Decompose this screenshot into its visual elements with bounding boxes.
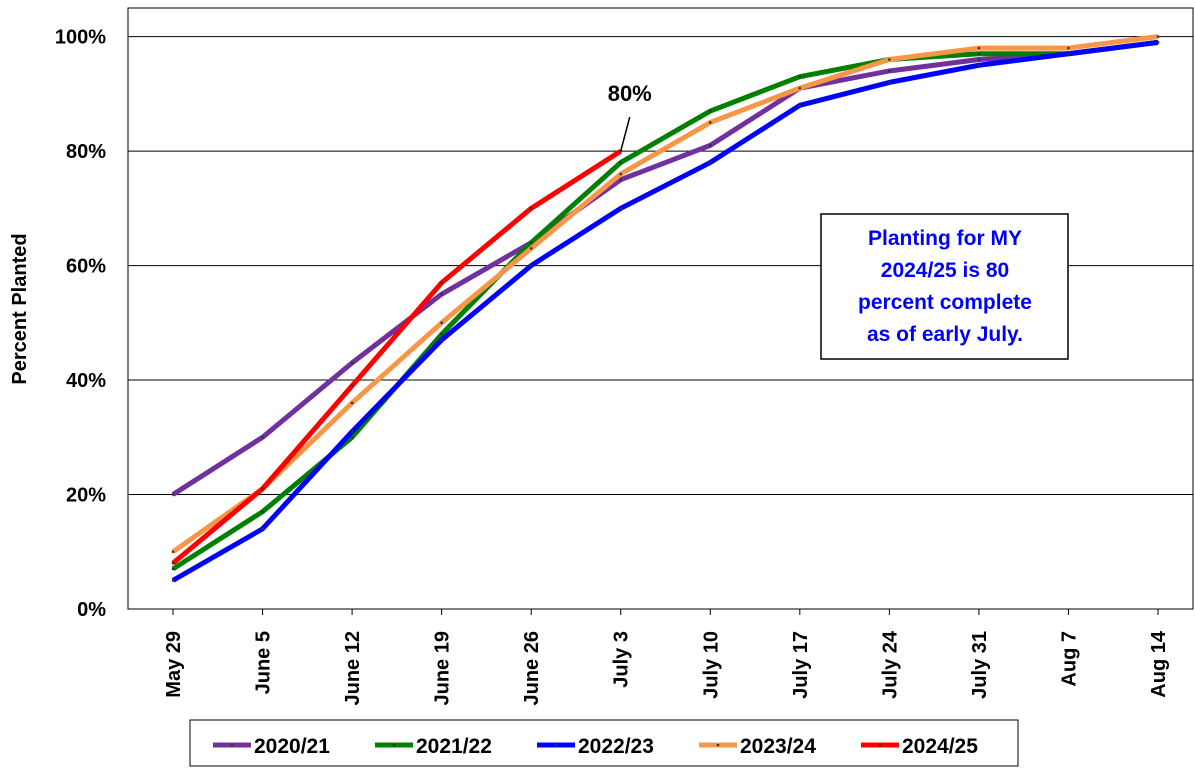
point	[261, 487, 264, 491]
x-tick-label: June 5	[253, 631, 275, 694]
legend-label: 2022/23	[578, 735, 654, 758]
series-line	[171, 39, 1159, 497]
note-box	[820, 213, 1069, 360]
legend-dot	[716, 743, 720, 747]
x-tick-label: July 24	[879, 630, 901, 699]
point	[619, 161, 623, 164]
x-tick-label: Aug 7	[1058, 631, 1080, 687]
point	[261, 435, 264, 439]
point	[440, 292, 443, 296]
point	[261, 527, 264, 531]
point	[798, 75, 802, 78]
point	[708, 144, 712, 147]
x-tick-label: July 3	[611, 631, 633, 688]
y-axis-title: Percent Planted	[9, 233, 31, 384]
x-tick-label: June 12	[342, 631, 364, 705]
series-line	[171, 39, 1159, 583]
point	[619, 178, 623, 182]
y-tick-label: 60%	[66, 256, 106, 278]
legend-label: 2023/24	[740, 735, 816, 758]
point	[529, 241, 533, 244]
point	[977, 58, 981, 61]
legend-dot	[230, 743, 234, 747]
note-text: percent complete	[858, 291, 1032, 314]
point	[261, 510, 264, 513]
legend-dot	[392, 743, 396, 747]
legend-label: 2020/21	[254, 735, 330, 758]
x-tick-label: May 29	[163, 631, 185, 698]
point	[977, 52, 981, 56]
y-tick-label: 80%	[66, 141, 106, 163]
point	[440, 281, 443, 285]
point	[708, 161, 712, 164]
annotation-leader	[620, 116, 631, 152]
point	[798, 86, 802, 90]
point	[888, 58, 891, 61]
point	[529, 264, 533, 267]
series-line	[171, 34, 1159, 554]
y-tick-label: 100%	[55, 27, 106, 49]
x-tick-label: July 10	[700, 631, 722, 699]
point	[171, 550, 175, 554]
point	[171, 579, 175, 582]
y-tick-label: 0%	[77, 599, 106, 621]
point	[440, 338, 443, 342]
note-text: Planting for MY	[868, 227, 1022, 250]
point	[171, 493, 175, 496]
legend-dot	[878, 743, 882, 747]
y-tick-label: 20%	[66, 485, 106, 507]
point	[171, 567, 175, 571]
plot-frame	[127, 7, 1194, 610]
point	[977, 46, 981, 50]
point	[1156, 35, 1160, 38]
point	[1156, 41, 1160, 44]
note-text: as of early July.	[867, 323, 1023, 346]
x-tick-label: July 17	[790, 631, 812, 699]
x-tick-label: June 26	[521, 631, 543, 705]
legend-label: 2021/22	[416, 735, 492, 758]
point	[619, 207, 623, 210]
annotation: 80%	[608, 81, 652, 106]
point	[977, 63, 981, 67]
point	[350, 361, 354, 365]
x-tick-label: June 19	[432, 631, 454, 705]
series-line	[171, 148, 623, 566]
y-tick-label: 40%	[66, 370, 106, 392]
point	[619, 172, 623, 176]
point	[708, 109, 712, 113]
point	[708, 121, 712, 124]
point	[1067, 46, 1070, 50]
x-tick-label: July 31	[969, 631, 991, 699]
point	[350, 384, 354, 388]
point	[440, 321, 443, 325]
point	[350, 430, 354, 433]
point	[529, 207, 533, 210]
point	[888, 69, 891, 73]
point	[888, 81, 891, 84]
x-tick-label: Aug 14	[1148, 630, 1170, 698]
point	[350, 435, 354, 439]
point	[440, 332, 443, 336]
point	[529, 247, 533, 250]
legend-label: 2024/25	[902, 735, 978, 758]
point	[798, 104, 802, 107]
note-text: 2024/25 is 80	[881, 259, 1009, 282]
point	[1067, 52, 1070, 56]
point	[171, 561, 175, 565]
point	[350, 401, 354, 405]
legend-dot	[554, 743, 558, 747]
